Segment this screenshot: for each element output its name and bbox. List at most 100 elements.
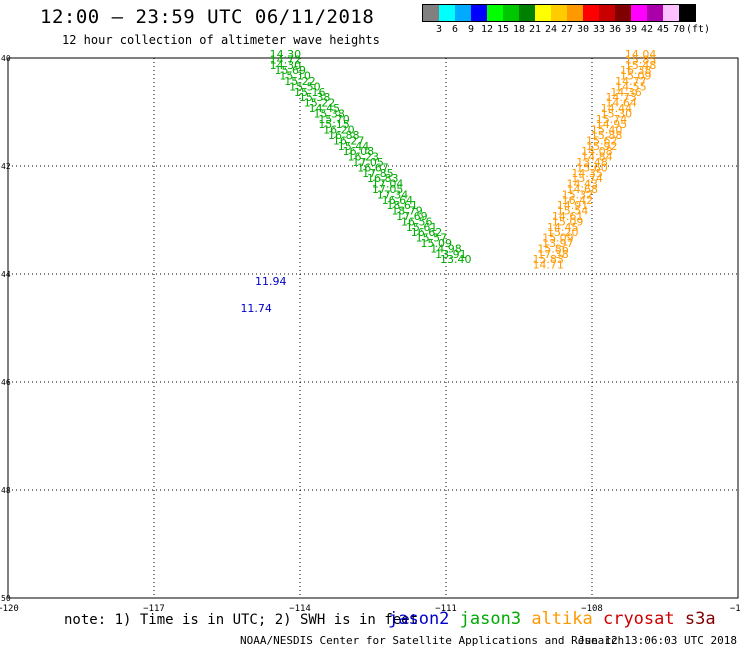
- wave-height-point: 17.05: [352, 156, 384, 169]
- legend-swatch: [567, 5, 583, 21]
- wave-height-point: 15.69: [275, 64, 307, 77]
- wave-height-point: 15.16: [294, 86, 326, 99]
- lon-tick-label: −108: [581, 604, 603, 614]
- map-border: [7, 57, 739, 599]
- wave-height-point: 14.30: [270, 59, 302, 72]
- wave-height-point: 15.60: [576, 161, 608, 174]
- legend-swatch: [583, 5, 599, 21]
- legend-color-scale: [422, 4, 696, 22]
- wave-height-point: 14.36: [610, 86, 642, 99]
- legend-swatch: [455, 5, 471, 21]
- legend-tick-label: 6: [451, 24, 459, 35]
- wave-height-point: 14.30: [270, 48, 302, 61]
- wave-height-point: 16.67: [357, 161, 389, 174]
- wave-height-point: 15.88: [591, 129, 623, 142]
- legend-swatch: [487, 5, 503, 21]
- wave-height-point: 15.86: [537, 242, 569, 255]
- legend-tick-label: 27: [560, 24, 574, 35]
- wave-height-point: 14.64: [605, 97, 637, 110]
- wave-height-point: 15.10: [279, 70, 311, 83]
- satellite-legend-item: jason2: [388, 609, 450, 629]
- wave-height-point: 15.74: [571, 172, 603, 185]
- legend-swatch: [679, 5, 695, 21]
- legend-tick-label: 70: [672, 24, 686, 35]
- wave-height-point: 17.69: [396, 210, 428, 223]
- wave-height-point: 16.08: [343, 145, 375, 158]
- satellite-legend-item: jason3: [449, 609, 522, 629]
- wave-height-point: 15.70: [318, 113, 350, 126]
- legend-tick-label: 24: [544, 24, 558, 35]
- legend-tick-label: 15: [496, 24, 510, 35]
- wave-height-point: 14.71: [532, 259, 564, 272]
- wave-height-point: 17.05: [372, 183, 404, 196]
- wave-height-point: 14.61: [552, 210, 584, 223]
- legend-tick-label: 39: [624, 24, 638, 35]
- generated-timestamp: Jun 12 13:06:03 UTC 2018: [578, 634, 737, 647]
- legend-swatch: [615, 5, 631, 21]
- satellite-legend-item: s3a: [674, 609, 716, 629]
- wave-height-point: 16.42: [562, 194, 594, 207]
- legend-swatch: [551, 5, 567, 21]
- wave-height-point: 16.20: [323, 124, 355, 137]
- wave-height-point: 15.62: [586, 134, 618, 147]
- wave-height-point: 18.61: [386, 199, 418, 212]
- legend-swatch: [599, 5, 615, 21]
- legend-labels: 3 6 9 12 15 18 21 24 27 30 33 36 39 42 45 70 (ft): [422, 22, 710, 36]
- wave-height-point: 16.83: [367, 172, 399, 185]
- wave-height-point: 14.43: [567, 178, 599, 191]
- wave-height-point: 14.91: [557, 199, 589, 212]
- wave-height-point: 14.68: [567, 183, 599, 196]
- wave-height-point: 13.40: [440, 253, 472, 266]
- lat-tick-label: 44: [1, 270, 11, 279]
- legend-swatch: [503, 5, 519, 21]
- wave-height-point: 16.64: [382, 194, 414, 207]
- satellite-legend: jason2 jason3 altika cryosat s3a: [388, 609, 716, 629]
- wave-height-point: 15.32: [562, 188, 594, 201]
- wave-height-point: 14.45: [547, 221, 579, 234]
- wave-height-point: 17.04: [372, 178, 404, 191]
- wave-height-point: 14.84: [581, 151, 613, 164]
- legend-tick-label: 45: [656, 24, 670, 35]
- wave-height-point: 15.48: [625, 59, 657, 72]
- lat-tick-label: 40: [1, 54, 11, 63]
- legend-swatch: [631, 5, 647, 21]
- wave-height-point: 17.34: [377, 188, 409, 201]
- legend-swatch: [519, 5, 535, 21]
- wave-height-point: 15.38: [313, 107, 345, 120]
- wave-height-point: 14.73: [605, 91, 637, 104]
- wave-height-point: 16.56: [401, 215, 433, 228]
- wave-height-point: 14.08: [581, 145, 613, 158]
- wave-height-point: 15.38: [299, 91, 331, 104]
- wave-height-point: 11.94: [255, 275, 287, 288]
- lat-tick-label: 46: [1, 378, 11, 387]
- wave-height-point: 15.09: [542, 232, 574, 245]
- lat-tick-label: 50: [1, 594, 11, 603]
- lon-tick-label: −117: [143, 604, 165, 614]
- wave-height-point: 14.04: [625, 48, 657, 61]
- page-subtitle: 12 hour collection of altimeter wave hei…: [62, 33, 380, 47]
- wave-height-point: 15.83: [532, 253, 564, 266]
- legend-tick-label: 9: [467, 24, 475, 35]
- wave-height-point: 17.85: [362, 167, 394, 180]
- legend-tick-label: 18: [512, 24, 526, 35]
- lat-tick-label: 48: [1, 486, 11, 495]
- legend-tick-label: 12: [480, 24, 494, 35]
- legend-swatch: [423, 5, 439, 21]
- wave-height-point: 14.98: [430, 242, 462, 255]
- wave-height-point: 15.22: [284, 75, 316, 88]
- page-title: 12:00 — 23:59 UTC 06/11/2018: [40, 6, 375, 28]
- wave-height-point: 15.57: [416, 232, 448, 245]
- wave-height-point: 16.88: [328, 129, 360, 142]
- legend-swatch: [535, 5, 551, 21]
- wave-height-point: 15.22: [304, 97, 336, 110]
- wave-height-point: 15.92: [586, 140, 618, 153]
- lon-tick-label: −120: [0, 604, 19, 614]
- wave-height-point: 17.38: [537, 248, 569, 261]
- legend-tick-label: 21: [528, 24, 542, 35]
- wave-height-point: 14.44: [601, 102, 633, 115]
- satellite-legend-item: altika: [521, 609, 593, 629]
- wave-height-point: 18.79: [391, 205, 423, 218]
- legend-swatch: [647, 5, 663, 21]
